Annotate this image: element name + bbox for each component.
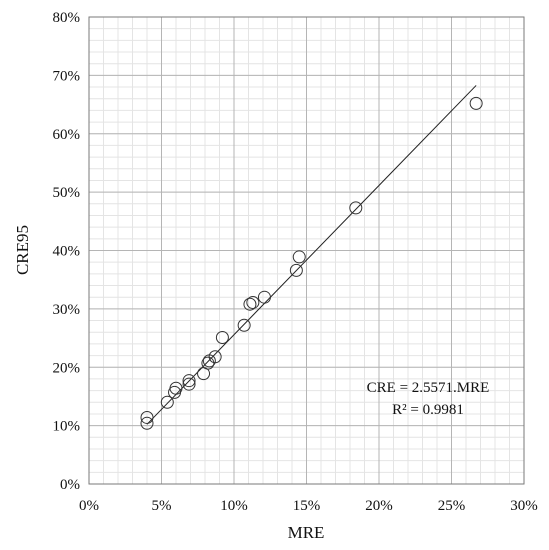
y-tick-label: 10% <box>53 419 81 435</box>
data-point <box>289 263 303 277</box>
data-point <box>182 374 196 388</box>
data-point <box>182 377 196 391</box>
data-point <box>243 297 257 311</box>
data-point <box>140 416 154 430</box>
y-tick-label: 0% <box>60 477 80 493</box>
y-tick-label: 30% <box>53 302 81 318</box>
equation-annotation: CRE = 2.5571.MRE <box>367 380 490 396</box>
data-points <box>140 96 483 430</box>
data-point <box>169 381 183 395</box>
y-tick-label: 40% <box>53 244 81 260</box>
r-squared-annotation: R² = 0.9981 <box>392 402 464 418</box>
x-tick-label: 30% <box>510 498 538 514</box>
data-point <box>469 96 483 110</box>
data-point <box>160 395 174 409</box>
data-point <box>246 295 260 309</box>
data-point <box>257 290 271 304</box>
data-point <box>215 330 229 344</box>
data-point <box>201 356 215 370</box>
plot-area-frame <box>88 16 525 485</box>
x-tick-labels: 0% 5% 10% 15% 20% 25% 30% <box>79 498 538 514</box>
y-tick-label: 80% <box>53 10 81 26</box>
data-point <box>140 410 154 424</box>
x-tick-label: 10% <box>220 498 248 514</box>
data-point <box>349 201 363 215</box>
y-tick-label: 70% <box>53 68 81 84</box>
y-tick-label: 20% <box>53 360 81 376</box>
data-point <box>208 350 222 364</box>
x-tick-label: 20% <box>365 498 393 514</box>
x-tick-label: 15% <box>293 498 321 514</box>
y-tick-label: 60% <box>53 127 81 143</box>
y-tick-label: 50% <box>53 185 81 201</box>
data-point <box>237 318 251 332</box>
data-point <box>292 250 306 264</box>
x-tick-label: 25% <box>438 498 466 514</box>
y-axis-label: CRE95 <box>13 225 32 275</box>
trendline <box>146 85 477 425</box>
x-axis-label: MRE <box>288 523 325 542</box>
x-tick-label: 5% <box>152 498 172 514</box>
x-tick-label: 0% <box>79 498 99 514</box>
y-tick-labels: 0% 10% 20% 30% 40% 50% 60% 70% 80% <box>53 10 81 493</box>
